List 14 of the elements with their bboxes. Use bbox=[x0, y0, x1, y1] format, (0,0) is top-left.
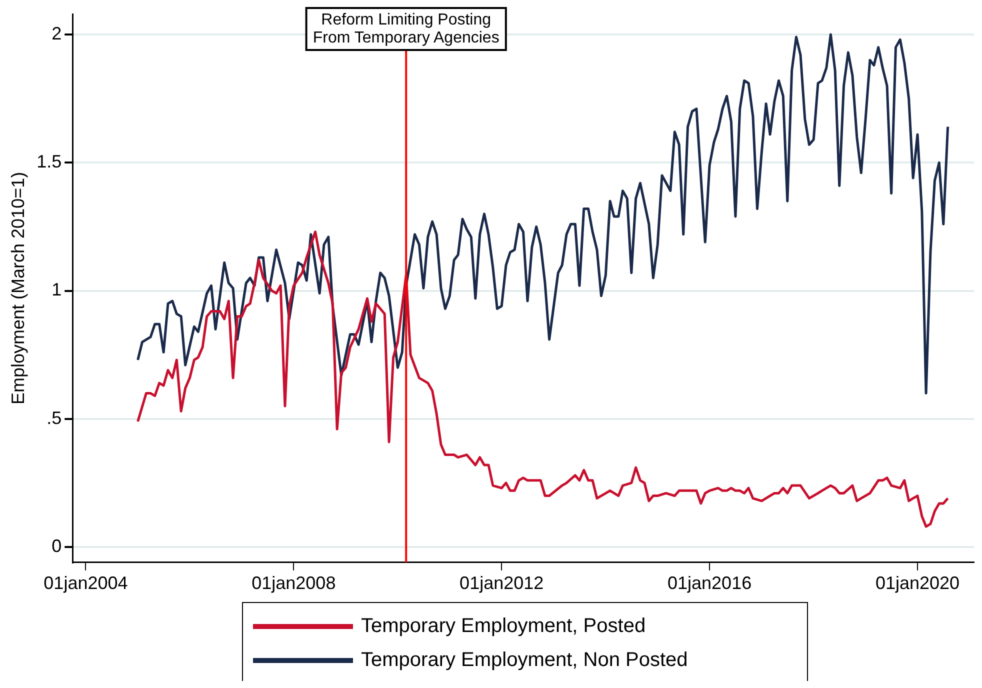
y-tick-label: 2 bbox=[52, 23, 62, 44]
y-tick-label: 1 bbox=[52, 280, 62, 300]
ref-line-label: Reform Limiting Posting From Temporary Agencies bbox=[312, 11, 500, 46]
y-tick-label: .5 bbox=[46, 408, 62, 428]
y-axis-title: Employment (March 2010=1) bbox=[8, 172, 28, 405]
legend-label: Temporary Employment, Posted bbox=[361, 614, 646, 638]
x-tick-label: 01jan2012 bbox=[460, 573, 544, 594]
legend-label: Temporary Employment, Non Posted bbox=[361, 648, 688, 672]
x-tick-label: 01jan2004 bbox=[44, 573, 128, 594]
x-tick-label: 01jan2016 bbox=[668, 573, 752, 594]
y-tick-label: 0 bbox=[52, 536, 62, 556]
y-tick-label: 1.5 bbox=[36, 152, 62, 172]
x-tick-label: 01jan2020 bbox=[875, 573, 960, 594]
x-tick-label: 01jan2008 bbox=[252, 573, 336, 594]
